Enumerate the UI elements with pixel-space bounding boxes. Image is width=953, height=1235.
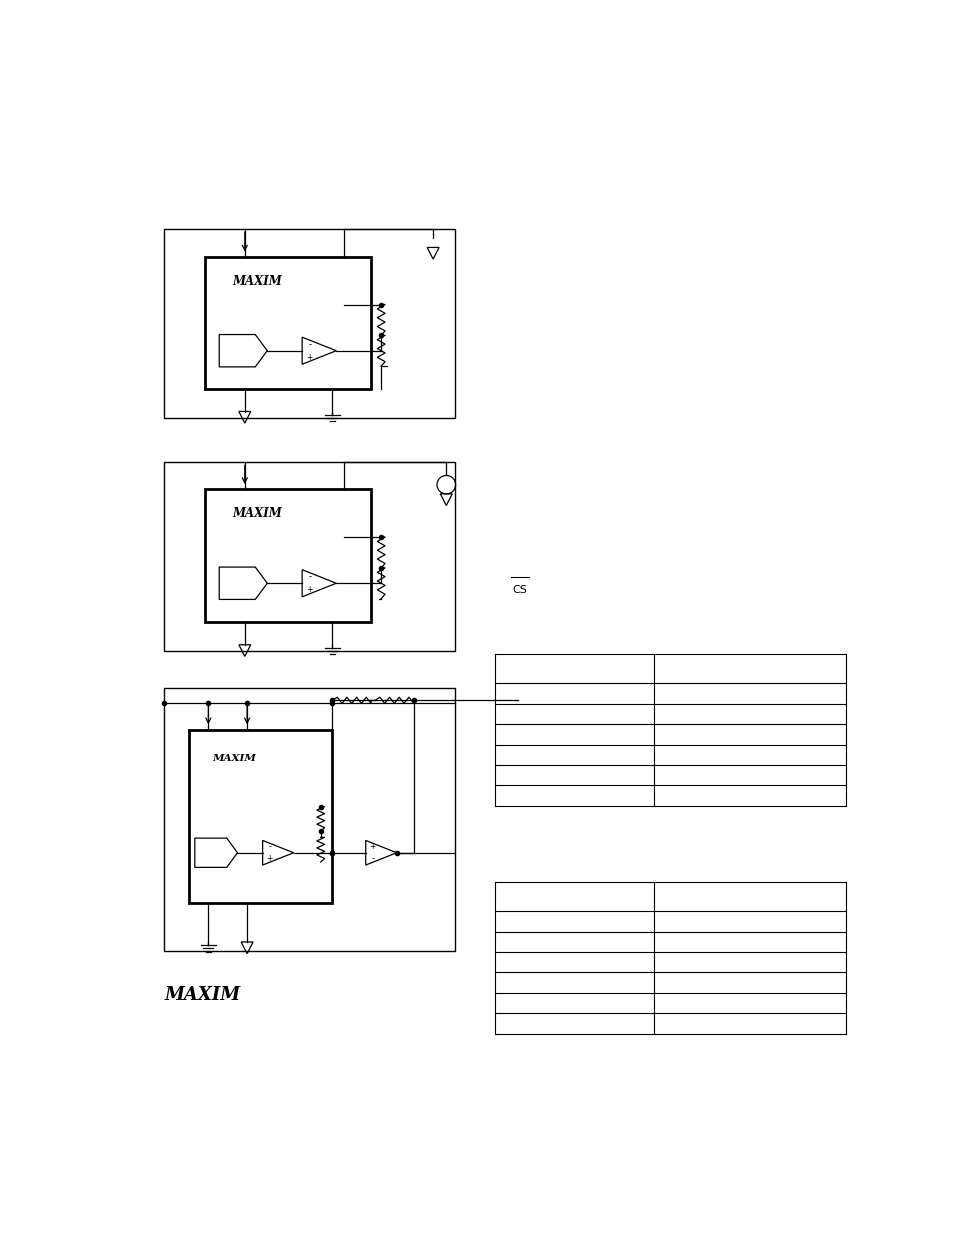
Text: +: + — [266, 855, 273, 863]
Text: CS: CS — [512, 585, 526, 595]
Text: +: + — [369, 842, 375, 851]
Bar — [164, 688, 455, 951]
Text: MAXIM: MAXIM — [212, 755, 255, 763]
Bar — [204, 489, 371, 621]
Text: +: + — [306, 585, 313, 594]
Text: -: - — [268, 842, 271, 851]
Text: -: - — [308, 572, 311, 582]
Bar — [164, 462, 455, 651]
Bar — [204, 257, 371, 389]
Text: -: - — [371, 855, 374, 863]
Text: +: + — [306, 353, 313, 362]
Text: -: - — [308, 340, 311, 348]
Bar — [164, 228, 455, 417]
Text: MAXIM: MAXIM — [164, 987, 240, 1004]
Text: MAXIM: MAXIM — [233, 275, 282, 288]
Bar — [189, 730, 332, 903]
Text: MAXIM: MAXIM — [233, 508, 282, 520]
